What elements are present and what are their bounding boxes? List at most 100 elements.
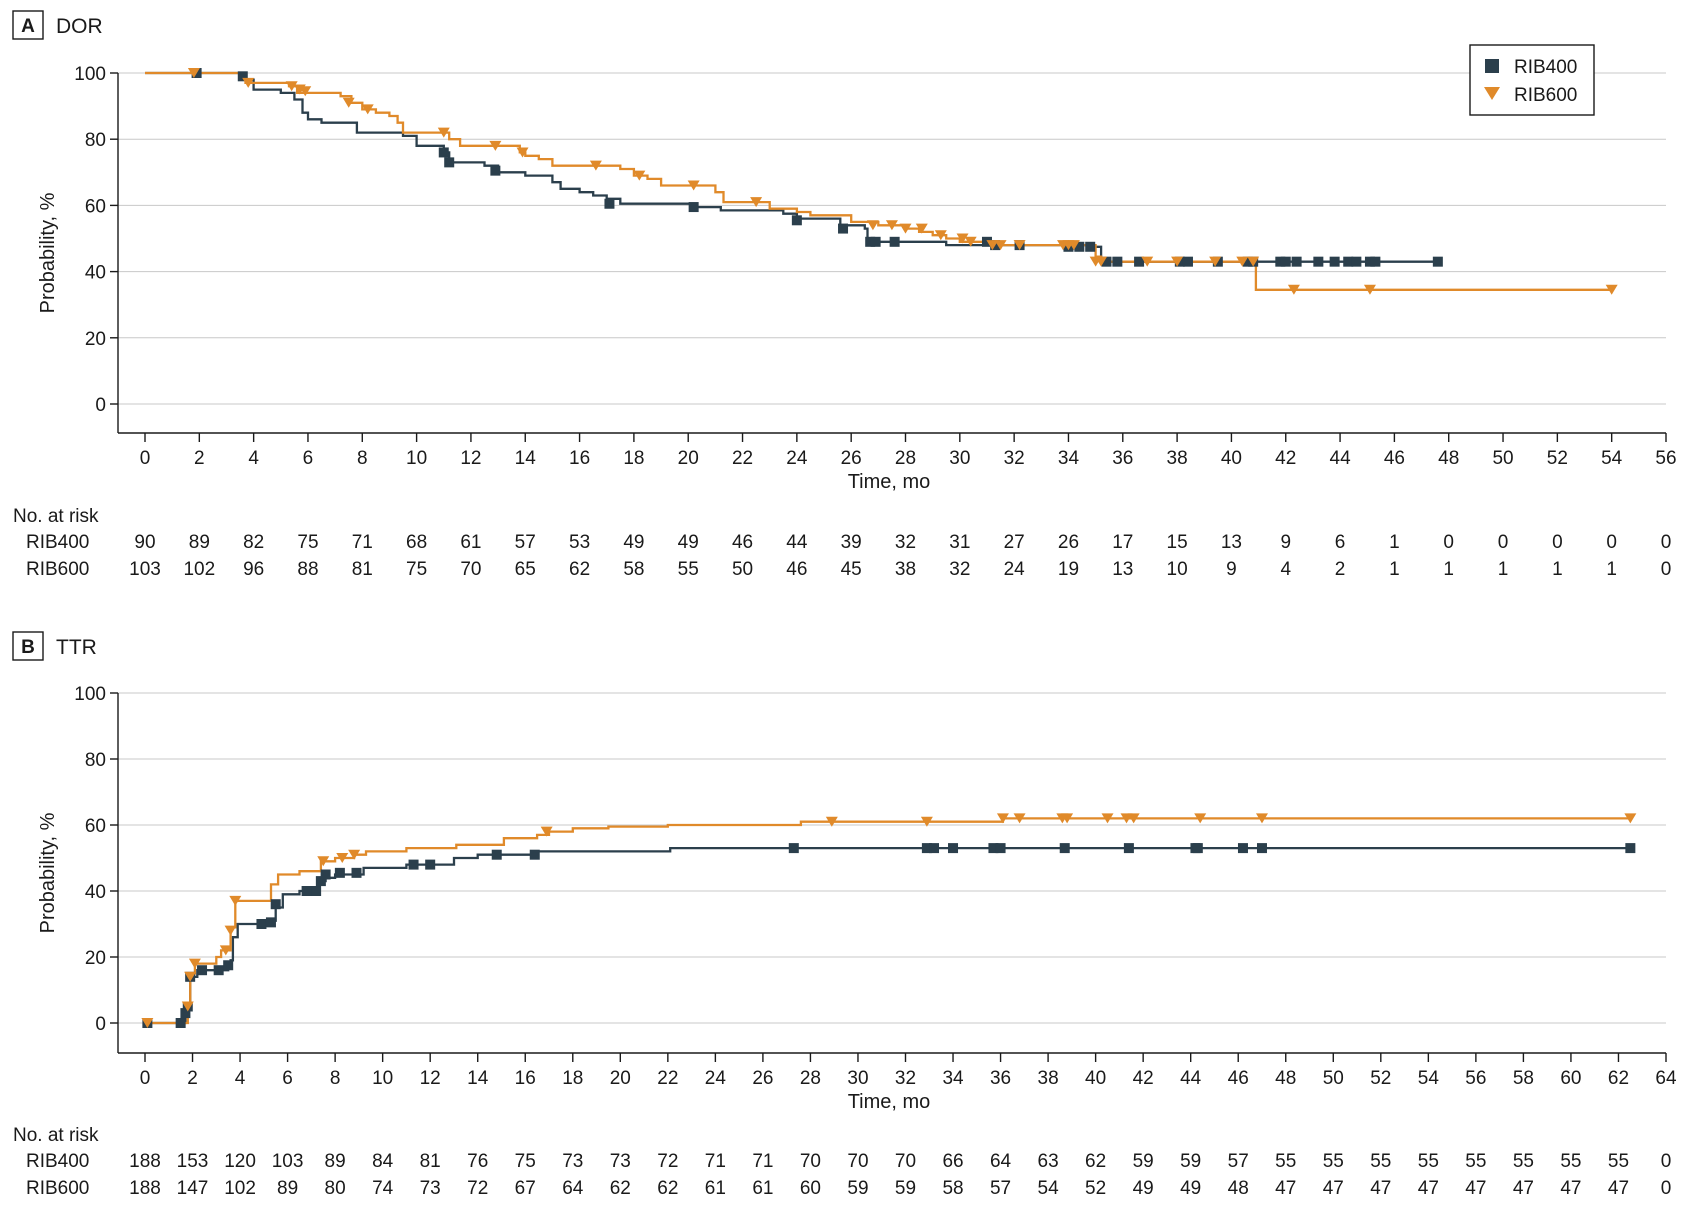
censor-mark-triangle <box>1287 284 1300 295</box>
censor-mark-square <box>351 867 362 878</box>
panel-b-rib600-censor-marks <box>141 813 1637 1028</box>
at-risk-value: 44 <box>786 532 808 553</box>
panel-a-at-risk-table: No. at risk RIB400 RIB600 90 89 82 75 71 68 61… <box>13 506 1671 580</box>
censor-mark-square <box>1182 256 1193 267</box>
panel-b-at-risk-rib400-label: RIB400 <box>26 1151 89 1172</box>
x-tick-label: 14 <box>467 1068 489 1089</box>
at-risk-value: 15 <box>1167 532 1188 553</box>
x-tick-label: 52 <box>1370 1068 1391 1089</box>
at-risk-value: 58 <box>623 559 644 580</box>
at-risk-value: 55 <box>1560 1151 1581 1172</box>
panel-b-rib400-censor-marks <box>142 843 1636 1028</box>
censor-mark-square <box>870 236 881 247</box>
censor-mark-square <box>1085 241 1096 252</box>
at-risk-value: 61 <box>460 532 481 553</box>
censor-mark-square <box>1625 843 1636 854</box>
panel-a-rib400-curve <box>145 71 1438 263</box>
legend-rib600-label: RIB600 <box>1514 85 1577 106</box>
x-tick-label: 8 <box>357 448 368 469</box>
at-risk-value: 88 <box>297 559 318 580</box>
at-risk-value: 89 <box>325 1151 346 1172</box>
x-tick-label: 40 <box>1085 1068 1106 1089</box>
at-risk-value: 70 <box>895 1151 916 1172</box>
at-risk-value: 55 <box>1418 1151 1439 1172</box>
censor-mark-triangle <box>996 813 1009 824</box>
censor-mark-square <box>1237 843 1248 854</box>
at-risk-value: 9 <box>1226 559 1237 580</box>
censor-mark-triangle <box>184 971 197 982</box>
x-tick-label: 34 <box>1058 448 1080 469</box>
at-risk-value: 49 <box>678 532 699 553</box>
censor-mark-square <box>334 867 345 878</box>
censor-mark-triangle <box>920 816 933 827</box>
x-tick-label: 8 <box>330 1068 341 1089</box>
panel-a-y-axis-label: Probability, % <box>37 192 59 313</box>
x-tick-label: 22 <box>732 448 753 469</box>
x-tick-label: 36 <box>1112 448 1133 469</box>
censor-mark-square <box>1123 843 1134 854</box>
x-tick-label: 54 <box>1601 448 1623 469</box>
at-risk-value: 45 <box>841 559 862 580</box>
censor-mark-square <box>529 849 540 860</box>
at-risk-value: 54 <box>1038 1178 1060 1199</box>
at-risk-value: 13 <box>1112 559 1133 580</box>
panel-b-gridlines <box>118 692 1666 1024</box>
panel-b-x-axis-label: Time, mo <box>848 1091 931 1113</box>
censor-mark-triangle <box>1141 256 1154 267</box>
x-tick-label: 40 <box>1221 448 1242 469</box>
censor-mark-triangle <box>1209 256 1222 267</box>
at-risk-value: 55 <box>678 559 699 580</box>
x-tick-label: 20 <box>678 448 699 469</box>
y-tick-label: 100 <box>74 684 106 705</box>
x-tick-label: 4 <box>235 1068 246 1089</box>
y-tick-label: 80 <box>85 750 106 771</box>
at-risk-value: 188 <box>129 1178 161 1199</box>
censor-mark-square <box>1059 843 1070 854</box>
at-risk-value: 65 <box>515 559 536 580</box>
censor-mark-triangle <box>915 223 928 234</box>
censor-mark-triangle <box>1101 813 1114 824</box>
x-tick-label: 32 <box>895 1068 916 1089</box>
x-tick-label: 48 <box>1438 448 1459 469</box>
panel-a-rib400-censor-marks <box>191 68 1443 267</box>
at-risk-value: 57 <box>990 1178 1011 1199</box>
at-risk-value: 59 <box>1180 1151 1201 1172</box>
at-risk-value: 63 <box>1038 1151 1059 1172</box>
censor-mark-triangle <box>1013 240 1026 251</box>
at-risk-value: 74 <box>372 1178 394 1199</box>
y-tick-label: 60 <box>85 196 106 217</box>
x-tick-label: 60 <box>1560 1068 1581 1089</box>
censor-mark-square <box>265 917 276 928</box>
at-risk-value: 64 <box>562 1178 584 1199</box>
x-tick-label: 12 <box>420 1068 441 1089</box>
x-tick-label: 4 <box>248 448 259 469</box>
at-risk-value: 52 <box>1085 1178 1106 1199</box>
censor-mark-square <box>301 886 312 896</box>
at-risk-value: 61 <box>705 1178 726 1199</box>
at-risk-value: 147 <box>177 1178 209 1199</box>
at-risk-value: 120 <box>224 1151 256 1172</box>
panel-b-title: TTR <box>56 636 97 659</box>
x-tick-label: 64 <box>1655 1068 1677 1089</box>
at-risk-value: 58 <box>942 1178 963 1199</box>
censor-mark-square <box>438 147 449 158</box>
at-risk-value: 46 <box>732 532 753 553</box>
at-risk-value: 0 <box>1661 1151 1672 1172</box>
x-tick-label: 44 <box>1330 448 1352 469</box>
at-risk-value: 47 <box>1323 1178 1344 1199</box>
panel-b-at-risk-rib600-label: RIB600 <box>26 1178 89 1199</box>
censor-mark-triangle <box>899 223 912 234</box>
at-risk-value: 103 <box>272 1151 304 1172</box>
censor-mark-triangle <box>219 945 232 956</box>
at-risk-value: 71 <box>352 532 373 553</box>
x-tick-label: 2 <box>187 1068 198 1089</box>
x-tick-label: 50 <box>1323 1068 1344 1089</box>
y-tick-label: 20 <box>85 329 106 350</box>
x-tick-label: 50 <box>1492 448 1513 469</box>
x-tick-label: 0 <box>140 448 151 469</box>
at-risk-value: 27 <box>1004 532 1025 553</box>
at-risk-value: 76 <box>467 1151 488 1172</box>
at-risk-value: 72 <box>657 1151 678 1172</box>
panel-a-letter: A <box>21 16 35 37</box>
x-tick-label: 54 <box>1418 1068 1440 1089</box>
